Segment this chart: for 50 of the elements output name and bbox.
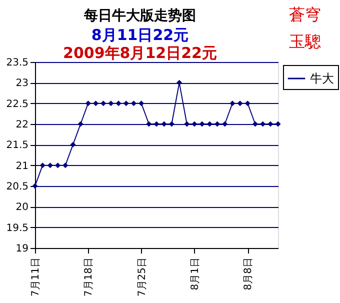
text: 玉驄 <box>289 32 321 51</box>
point <box>138 100 144 106</box>
point <box>184 121 190 127</box>
point <box>244 100 250 106</box>
point <box>154 121 160 127</box>
y-tick-label: 20 <box>16 202 28 214</box>
point <box>268 121 274 127</box>
point <box>237 100 243 106</box>
x-tick-label: 8月8日 <box>243 258 254 290</box>
x-tick-label: 7月11日 <box>30 258 42 297</box>
point <box>252 121 258 127</box>
chart-subtitle: 8月11日22元 <box>91 26 189 44</box>
point <box>62 162 68 168</box>
y-tick-label: 19.5 <box>6 222 28 234</box>
point <box>70 142 76 148</box>
point <box>222 121 228 127</box>
point <box>130 100 136 106</box>
chart-title: 每日牛大版走势图 <box>83 8 196 24</box>
y-tick-label: 22.5 <box>6 98 28 110</box>
point <box>32 183 38 189</box>
point <box>85 100 91 106</box>
point <box>78 121 84 127</box>
y-tick-label: 21.5 <box>6 140 28 152</box>
legend-label: 牛大 <box>310 72 334 86</box>
y-tick-label: 22 <box>16 120 28 130</box>
y-tick-label: 23 <box>16 78 28 90</box>
point <box>40 162 46 168</box>
point <box>47 162 53 168</box>
point <box>116 100 122 106</box>
point <box>108 100 114 106</box>
point <box>199 121 205 127</box>
y-tick-label: 21 <box>16 160 28 172</box>
x-tick-label: 7月25日 <box>136 258 148 297</box>
x-tick-label: 7月18日 <box>84 258 95 297</box>
point <box>275 121 281 127</box>
y-tick-label: 23.5 <box>6 58 28 68</box>
point <box>192 121 198 127</box>
point <box>123 100 129 106</box>
point <box>161 121 167 127</box>
point <box>230 100 236 106</box>
text: 蒼穹 <box>289 5 321 24</box>
y-tick-label: 19 <box>16 244 28 254</box>
x-tick-label: 8月1日 <box>190 258 201 290</box>
y-tick-label: 20.5 <box>6 182 28 192</box>
point <box>93 100 98 106</box>
point <box>100 100 106 106</box>
text: 2009年8月12日22元 <box>63 44 217 62</box>
point <box>55 162 61 168</box>
point <box>146 121 152 127</box>
point <box>176 80 182 86</box>
